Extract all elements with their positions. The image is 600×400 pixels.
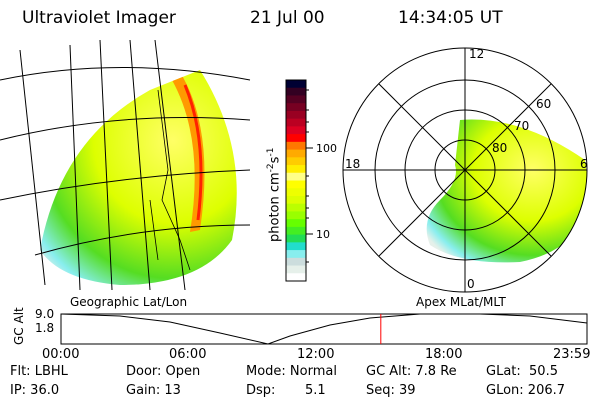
- colorbar-swatch: [286, 195, 306, 205]
- colorbar-tick-100: 100: [316, 142, 337, 155]
- colorbar-swatch: [286, 118, 306, 127]
- geographic-grid: [0, 39, 251, 291]
- gc-alt-axis-label: GC Alt: [12, 307, 26, 345]
- colorbar-swatch: [286, 219, 306, 228]
- colorbar-swatch: [286, 273, 306, 282]
- time-label: 14:34:05 UT: [398, 8, 503, 28]
- seq-status: Seq: 39: [366, 383, 416, 398]
- xtick-0000: 00:00: [42, 347, 80, 362]
- instrument-title: Ultraviolet Imager: [22, 8, 176, 28]
- date-label: 21 Jul 00: [250, 8, 325, 28]
- gc-alt-status: GC Alt: 7.8 Re: [366, 364, 457, 379]
- colorbar-swatch: [286, 180, 306, 189]
- colorbar-swatch: [286, 80, 306, 89]
- colorbar-swatch: [286, 126, 306, 135]
- colorbar-label-s: s: [267, 156, 283, 164]
- colorbar: [286, 80, 306, 282]
- colorbar-swatch: [286, 165, 306, 174]
- xtick-0600: 06:00: [169, 347, 207, 362]
- glon-status: GLon: 206.7: [486, 383, 566, 398]
- altitude-curve: [60, 313, 588, 345]
- alt-min-label: 1.8: [35, 321, 55, 335]
- glat-status: GLat: 50.5: [486, 364, 558, 379]
- colorbar-swatch: [286, 134, 306, 143]
- colorbar-swatch: [286, 188, 306, 197]
- lat-60-label: 60: [536, 97, 552, 111]
- colorbar-swatch: [286, 234, 306, 243]
- xtick-1800: 18:00: [425, 347, 463, 362]
- mlt-12-label: 12: [469, 47, 485, 61]
- colorbar-label: photon cm-2s-1: [266, 148, 282, 242]
- xtick-2359: 23:59: [553, 347, 591, 362]
- mlt-6-label: 6: [580, 157, 588, 171]
- apex-label: Apex MLat/MLT: [416, 295, 506, 309]
- colorbar-sup1: -2: [266, 163, 276, 173]
- colorbar-swatch: [286, 141, 306, 151]
- colorbar-swatch: [286, 226, 306, 236]
- colorbar-swatch: [286, 157, 306, 166]
- mlt-18-label: 18: [345, 157, 361, 171]
- dsp-label: Dsp:: [246, 383, 276, 398]
- colorbar-swatch: [286, 103, 306, 112]
- colorbar-swatch: [286, 211, 306, 220]
- gain-status: Gain: 13: [126, 383, 181, 398]
- lat-70-label: 70: [514, 119, 530, 133]
- colorbar-swatch: [286, 95, 306, 104]
- colorbar-ticks: [306, 89, 313, 263]
- colorbar-swatch: [286, 172, 306, 181]
- colorbar-swatch: [286, 149, 306, 158]
- lat-80-label: 80: [492, 141, 508, 155]
- colorbar-swatch: [286, 242, 306, 251]
- alt-max-label: 9.0: [35, 307, 55, 321]
- colorbar-swatch: [286, 257, 306, 267]
- colorbar-swatch: [286, 110, 306, 120]
- colorbar-frame: [285, 79, 307, 282]
- mlt-0-label: 0: [467, 277, 475, 291]
- colorbar-swatch: [286, 203, 306, 212]
- colorbar-tick-10: 10: [316, 228, 330, 241]
- colorbar-sup2: -1: [266, 147, 276, 157]
- altitude-strip-frame: [60, 313, 588, 345]
- filter-status: Flt: LBHL: [10, 364, 68, 379]
- dsp-value: 5.1: [305, 383, 326, 398]
- colorbar-swatch: [286, 265, 306, 274]
- xtick-1200: 12:00: [297, 347, 335, 362]
- mode-status: Mode: Normal: [246, 364, 337, 379]
- door-status: Door: Open: [126, 364, 201, 379]
- colorbar-swatch: [286, 87, 306, 96]
- polar-image: [426, 119, 587, 263]
- ip-status: IP: 36.0: [10, 383, 60, 398]
- polar-grid: [342, 47, 588, 293]
- geographic-label: Geographic Lat/Lon: [70, 295, 188, 309]
- colorbar-label-base: photon cm: [267, 172, 283, 242]
- colorbar-swatch: [286, 250, 306, 259]
- geographic-image: [40, 70, 237, 285]
